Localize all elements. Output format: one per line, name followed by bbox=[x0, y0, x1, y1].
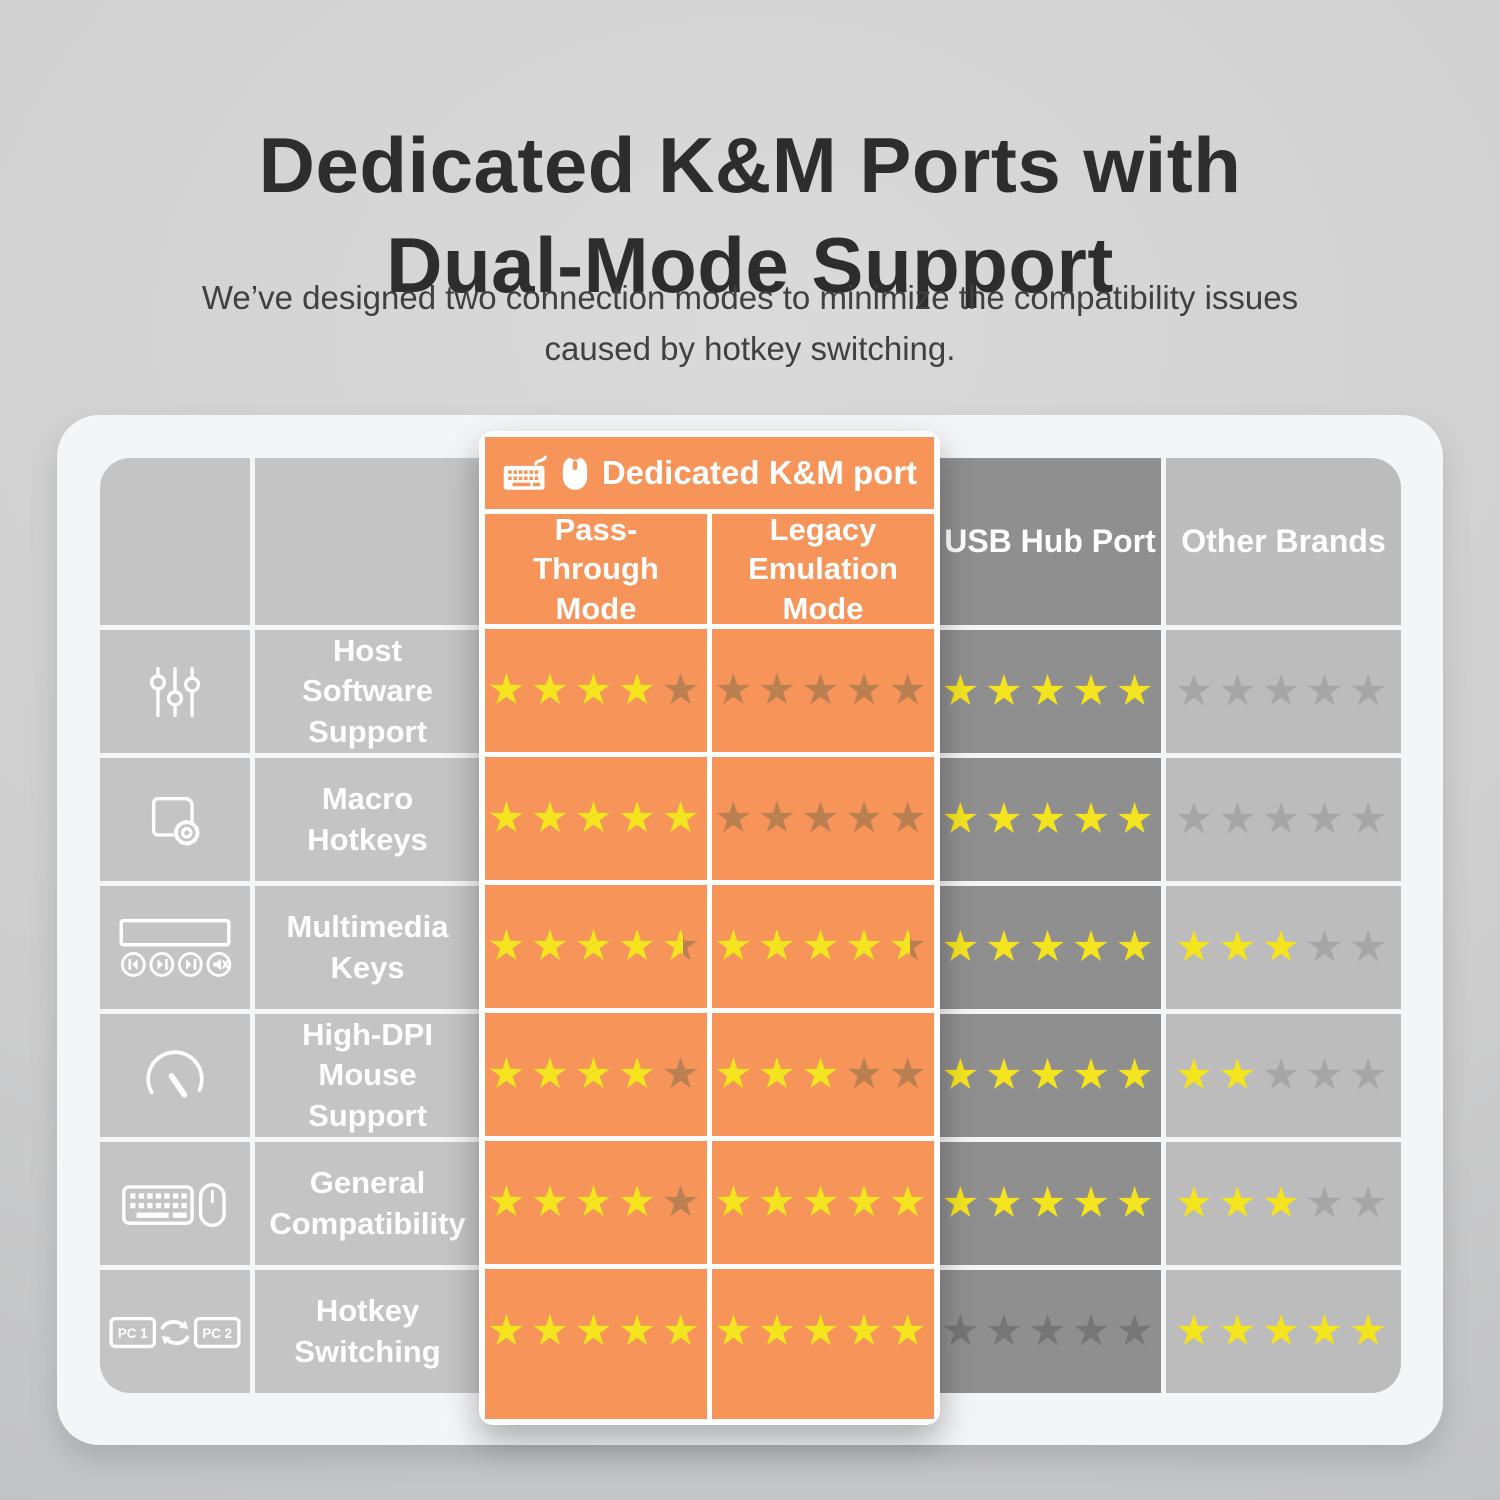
page-subtitle: We’ve designed two connection modes to m… bbox=[0, 272, 1500, 374]
pc-switch-icon: PC 1 PC 2 bbox=[109, 1316, 241, 1348]
star-rating: ★★★★★★★★★★ bbox=[714, 1178, 932, 1226]
feature-icon-cell bbox=[100, 1142, 250, 1265]
subtitle-line-2: caused by hotkey switching. bbox=[544, 330, 956, 368]
star-rating: ★★★★★★★★★★ bbox=[1174, 667, 1393, 715]
rating-cell: ★★★★★★★★★★ bbox=[712, 1013, 934, 1136]
star-rating: ★★★★★★★★★★ bbox=[1174, 1179, 1393, 1227]
star-rating: ★★★★★★★★★★ bbox=[941, 1307, 1159, 1355]
comparison-card: USB Hub Port Other Brands Host Software … bbox=[57, 415, 1443, 1445]
column-header-legacy-emulation: Legacy Emulation Mode bbox=[712, 512, 934, 626]
star-rating: ★★★★★★★★★★ bbox=[487, 1050, 705, 1098]
rating-cell: ★★★★★★★★★★ bbox=[1166, 1142, 1401, 1265]
star-rating: ★★★★★★★★★★ bbox=[714, 922, 932, 970]
pc2-label: PC 2 bbox=[202, 1326, 232, 1341]
feature-icon-cell bbox=[100, 1014, 250, 1137]
keyboard-mouse-icon bbox=[122, 1182, 226, 1227]
star-rating: ★★★★★★★★★★ bbox=[714, 1050, 932, 1098]
rating-cell: ★★★★★★★★★★ bbox=[1166, 886, 1401, 1009]
rating-cell: ★★★★★★★★★★ bbox=[712, 1269, 934, 1419]
sliders-icon bbox=[149, 666, 201, 717]
dedicated-km-panel: Dedicated K&M port Pass-Through Mode Leg… bbox=[479, 431, 940, 1425]
feature-label: Macro Hotkeys bbox=[255, 758, 480, 881]
rating-cell: ★★★★★★★★★★ bbox=[485, 629, 707, 752]
rating-cell: ★★★★★★★★★★ bbox=[712, 757, 934, 880]
rating-cell: ★★★★★★★★★★ bbox=[712, 885, 934, 1008]
feature-icon-cell bbox=[100, 630, 250, 753]
macro-gear-icon bbox=[151, 796, 200, 846]
star-rating: ★★★★★★★★★★ bbox=[487, 1306, 705, 1355]
star-rating: ★★★★★★★★★★ bbox=[1174, 795, 1393, 843]
star-rating: ★★★★★★★★★★ bbox=[714, 666, 932, 714]
feature-icon-cell: PC 1 PC 2 bbox=[100, 1270, 250, 1393]
rating-cell: ★★★★★★★★★★ bbox=[485, 757, 707, 880]
page-title: Dedicated K&M Ports with Dual-Mode Suppo… bbox=[0, 116, 1500, 316]
column-header-pass-through: Pass-Through Mode bbox=[485, 512, 707, 626]
rating-cell: ★★★★★★★★★★ bbox=[939, 630, 1161, 753]
rating-cell: ★★★★★★★★★★ bbox=[1166, 1014, 1401, 1137]
km-group-header: Dedicated K&M port bbox=[485, 437, 934, 509]
star-rating: ★★★★★★★★★★ bbox=[487, 666, 705, 714]
rating-cell: ★★★★★★★★★★ bbox=[939, 758, 1161, 881]
keyboard-icon bbox=[503, 455, 547, 490]
mouse-icon bbox=[562, 456, 587, 490]
rating-cell: ★★★★★★★★★★ bbox=[1166, 758, 1401, 881]
column-header-other-brands: Other Brands bbox=[1166, 458, 1401, 625]
rating-cell: ★★★★★★★★★★ bbox=[939, 886, 1161, 1009]
rating-cell: ★★★★★★★★★★ bbox=[712, 629, 934, 752]
rating-cell: ★★★★★★★★★★ bbox=[485, 1141, 707, 1264]
feature-label: Hotkey Switching bbox=[255, 1270, 480, 1393]
rating-cell: ★★★★★★★★★★ bbox=[939, 1142, 1161, 1265]
star-rating: ★★★★★★★★★★ bbox=[487, 922, 705, 970]
star-rating: ★★★★★★★★★★ bbox=[941, 923, 1159, 971]
subtitle-line-1: We’ve designed two connection modes to m… bbox=[201, 279, 1299, 316]
star-rating: ★★★★★★★★★★ bbox=[1174, 923, 1393, 971]
rating-cell: ★★★★★★★★★★ bbox=[939, 1270, 1161, 1393]
star-rating: ★★★★★★★★★★ bbox=[714, 1306, 932, 1355]
rating-cell: ★★★★★★★★★★ bbox=[485, 1013, 707, 1136]
title-line-2: Dual-Mode Support bbox=[386, 221, 1114, 310]
comparison-table: USB Hub Port Other Brands Host Software … bbox=[100, 458, 1401, 1393]
speedometer-icon bbox=[146, 1049, 204, 1098]
rating-cell: ★★★★★★★★★★ bbox=[485, 885, 707, 1008]
feature-label: High-DPI Mouse Support bbox=[255, 1014, 480, 1137]
media-controls-icon bbox=[119, 918, 232, 977]
km-group-label: Dedicated K&M port bbox=[601, 454, 918, 491]
star-rating: ★★★★★★★★★★ bbox=[941, 1179, 1159, 1227]
star-rating: ★★★★★★★★★★ bbox=[1174, 1307, 1393, 1355]
star-rating: ★★★★★★★★★★ bbox=[487, 794, 705, 842]
rating-cell: ★★★★★★★★★★ bbox=[485, 1269, 707, 1419]
feature-label: Multimedia Keys bbox=[255, 886, 480, 1009]
column-header-usb-hub-port: USB Hub Port bbox=[939, 458, 1161, 625]
header-blank-feature-cell bbox=[255, 458, 480, 625]
feature-icon-cell bbox=[100, 886, 250, 1009]
star-rating: ★★★★★★★★★★ bbox=[941, 667, 1159, 715]
star-rating: ★★★★★★★★★★ bbox=[941, 795, 1159, 843]
title-line-1: Dedicated K&M Ports with bbox=[258, 121, 1242, 210]
rating-cell: ★★★★★★★★★★ bbox=[1166, 1270, 1401, 1393]
header-blank-icon-cell bbox=[100, 458, 250, 625]
star-rating: ★★★★★★★★★★ bbox=[487, 1178, 705, 1226]
star-rating: ★★★★★★★★★★ bbox=[1174, 1051, 1393, 1099]
feature-label: Host Software Support bbox=[255, 630, 480, 753]
rating-cell: ★★★★★★★★★★ bbox=[712, 1141, 934, 1264]
feature-label: General Compatibility bbox=[255, 1142, 480, 1265]
feature-icon-cell bbox=[100, 758, 250, 881]
pc1-label: PC 1 bbox=[118, 1326, 148, 1341]
star-rating: ★★★★★★★★★★ bbox=[714, 794, 932, 842]
rating-cell: ★★★★★★★★★★ bbox=[939, 1014, 1161, 1137]
rating-cell: ★★★★★★★★★★ bbox=[1166, 630, 1401, 753]
star-rating: ★★★★★★★★★★ bbox=[941, 1051, 1159, 1099]
